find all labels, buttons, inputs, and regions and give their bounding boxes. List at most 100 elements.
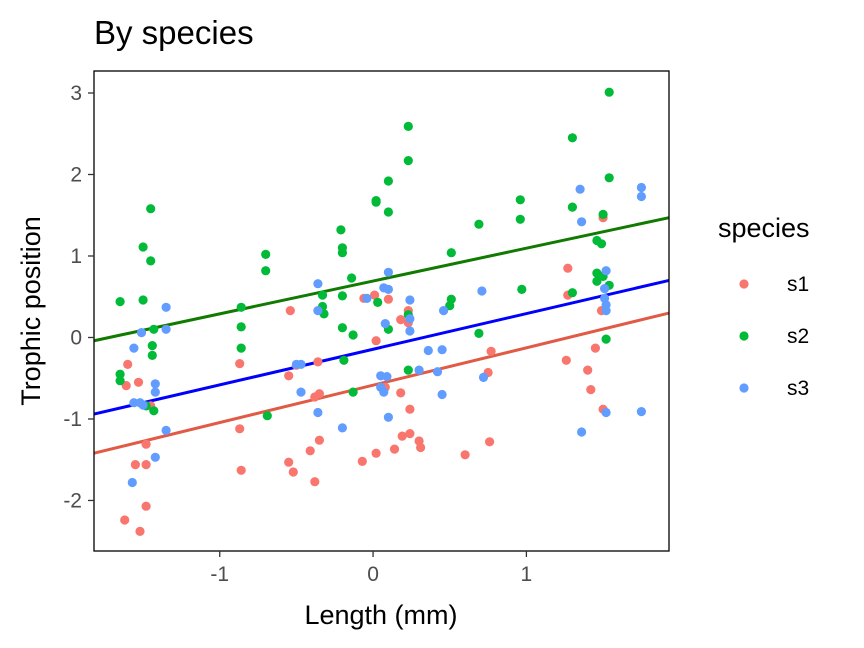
data-point-s3	[337, 423, 347, 433]
data-point-s2	[262, 411, 272, 421]
data-point-s1	[120, 515, 130, 525]
data-point-s3	[380, 319, 390, 329]
data-point-s2	[592, 276, 602, 286]
data-point-s1	[416, 442, 426, 453]
data-point-s3	[313, 279, 323, 289]
data-point-s3	[150, 452, 160, 462]
data-point-s2	[515, 195, 525, 205]
legend-label: s3	[787, 377, 809, 400]
chart-title: By species	[94, 14, 254, 51]
data-point-s3	[601, 306, 611, 316]
data-point-s2	[236, 322, 246, 332]
data-point-s1	[405, 404, 415, 414]
data-points	[115, 87, 647, 537]
data-point-s3	[601, 407, 611, 418]
data-point-s1	[310, 477, 320, 487]
data-point-s2	[147, 350, 157, 360]
data-point-s1	[486, 346, 496, 356]
data-point-s1	[371, 448, 381, 458]
data-point-s2	[598, 209, 608, 219]
y-tick-label: 1	[70, 245, 82, 268]
data-point-s1	[141, 460, 151, 470]
data-point-s2	[383, 207, 393, 217]
legend: species s1 s2 s3	[718, 213, 810, 400]
data-point-s1	[235, 424, 245, 434]
data-point-s3	[138, 400, 148, 410]
data-point-s2	[445, 301, 455, 311]
data-point-s2	[348, 387, 358, 397]
data-point-s2	[261, 266, 271, 276]
data-point-s2	[515, 214, 525, 224]
data-point-s1	[389, 444, 400, 454]
data-point-s2	[517, 284, 527, 294]
data-point-s3	[636, 182, 647, 193]
data-point-s3	[414, 365, 424, 375]
data-point-s3	[161, 324, 171, 334]
data-point-s3	[127, 477, 137, 488]
data-point-s1	[141, 501, 151, 511]
data-point-s1	[236, 465, 246, 475]
data-point-s2	[336, 225, 346, 235]
y-tick-label: 3	[70, 82, 82, 105]
data-point-s3	[423, 345, 433, 356]
data-point-s1	[583, 365, 593, 375]
plot-panel	[94, 71, 669, 551]
data-point-s2	[337, 291, 347, 301]
data-point-s2	[138, 295, 148, 305]
legend-title: species	[718, 213, 810, 243]
data-point-s2	[403, 365, 413, 375]
trend-line-s2	[93, 216, 670, 343]
plot-area	[93, 70, 670, 552]
data-point-s1	[561, 355, 571, 365]
plot-border	[93, 70, 670, 552]
data-point-s2	[138, 242, 148, 252]
data-point-s1	[563, 263, 573, 273]
data-point-s2	[236, 302, 246, 312]
y-tick-label: -1	[63, 408, 82, 431]
data-point-s2	[601, 334, 611, 344]
data-point-s2	[474, 219, 484, 229]
data-point-s3	[379, 387, 389, 397]
x-tick-label: -1	[210, 563, 229, 586]
data-point-s2	[403, 156, 413, 166]
x-tick-label: 1	[521, 563, 533, 586]
data-point-s3	[439, 306, 449, 316]
legend-key-s2	[739, 331, 749, 341]
x-axis-title: Length (mm)	[304, 600, 457, 630]
data-point-s2	[567, 288, 578, 298]
data-point-s2	[604, 173, 614, 183]
y-axis-title: Trophic position	[16, 216, 46, 406]
data-point-s3	[150, 387, 160, 397]
data-point-s3	[405, 295, 415, 305]
data-point-s1	[305, 446, 315, 456]
data-point-s1	[313, 357, 323, 367]
y-axis: -2 -1 0 1 2 3	[63, 82, 94, 512]
data-point-s3	[313, 407, 323, 418]
data-point-s3	[150, 379, 160, 389]
data-point-s1	[235, 359, 245, 369]
data-point-s3	[161, 302, 171, 312]
data-point-s2	[596, 239, 607, 249]
data-point-s2	[146, 204, 156, 214]
data-point-s1	[284, 371, 294, 381]
data-point-s2	[146, 256, 156, 266]
data-point-s2	[115, 376, 125, 386]
legend-key-s3	[739, 383, 749, 393]
data-point-s1	[370, 290, 380, 300]
legend-item-s3: s3	[739, 377, 809, 400]
data-point-s1	[371, 336, 381, 346]
data-point-s3	[477, 286, 487, 296]
data-point-s3	[296, 387, 306, 397]
data-point-s3	[577, 217, 587, 227]
data-point-s2	[474, 328, 484, 338]
legend-item-s2: s2	[739, 325, 809, 348]
trend-line-s3	[93, 278, 670, 416]
data-point-s2	[373, 297, 383, 307]
data-point-s3	[313, 306, 323, 316]
data-point-s3	[383, 284, 393, 294]
data-point-s3	[577, 427, 587, 437]
data-point-s2	[261, 249, 271, 259]
data-point-s2	[337, 248, 347, 258]
data-point-s1	[586, 385, 596, 395]
